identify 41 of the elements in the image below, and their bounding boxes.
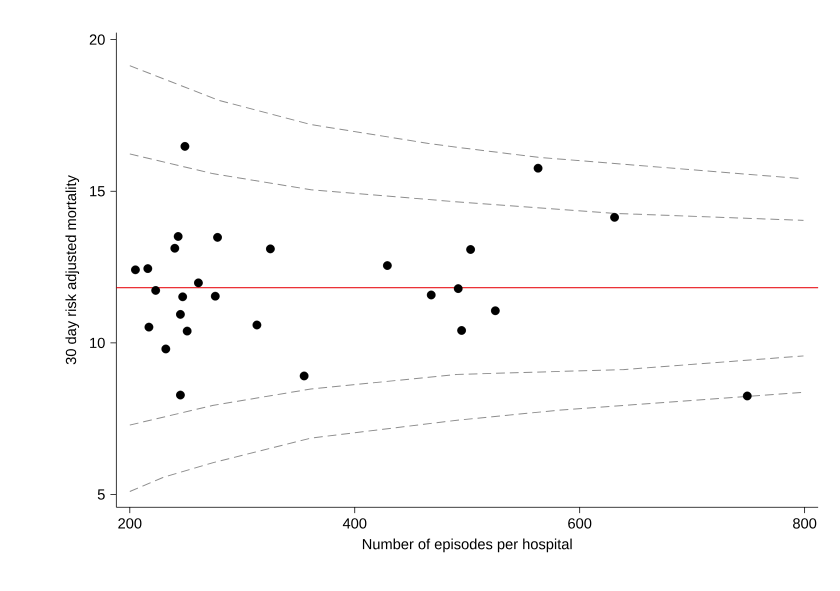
point (194, 278, 203, 288)
point (144, 322, 154, 332)
point (742, 391, 752, 400)
x-tick-label: 800 (793, 518, 816, 528)
point (151, 286, 160, 295)
point (180, 142, 190, 151)
y-tick-label: 10 (90, 338, 105, 348)
x-tick-label: 400 (342, 518, 366, 528)
line-series (129, 65, 801, 179)
point (382, 261, 392, 270)
point (182, 326, 192, 336)
point (426, 290, 436, 300)
line-series (129, 153, 804, 221)
point (490, 306, 500, 316)
line-series (129, 392, 804, 492)
point (170, 244, 180, 253)
point (457, 326, 466, 335)
point (300, 371, 309, 380)
x-tick-label: 600 (568, 518, 592, 528)
x-axis-title: Number of episodes per hospital (362, 538, 572, 552)
point (266, 244, 275, 254)
y-tick-label: 5 (98, 489, 105, 500)
point (178, 292, 188, 302)
point (454, 284, 463, 293)
point (174, 232, 183, 241)
point (610, 212, 619, 222)
point (176, 390, 185, 400)
line-series (129, 355, 804, 426)
point (176, 310, 185, 319)
point (466, 244, 476, 254)
point (161, 344, 170, 354)
point (534, 164, 542, 172)
point (213, 232, 222, 242)
y-axis-title: 30 day risk adjusted mortality (65, 174, 80, 364)
point (131, 265, 140, 274)
x-tick-label: 200 (118, 518, 142, 528)
y-tick-label: 20 (90, 34, 105, 45)
point (210, 292, 220, 300)
point (143, 264, 152, 273)
point (252, 320, 262, 330)
y-tick-label: 15 (90, 186, 105, 196)
